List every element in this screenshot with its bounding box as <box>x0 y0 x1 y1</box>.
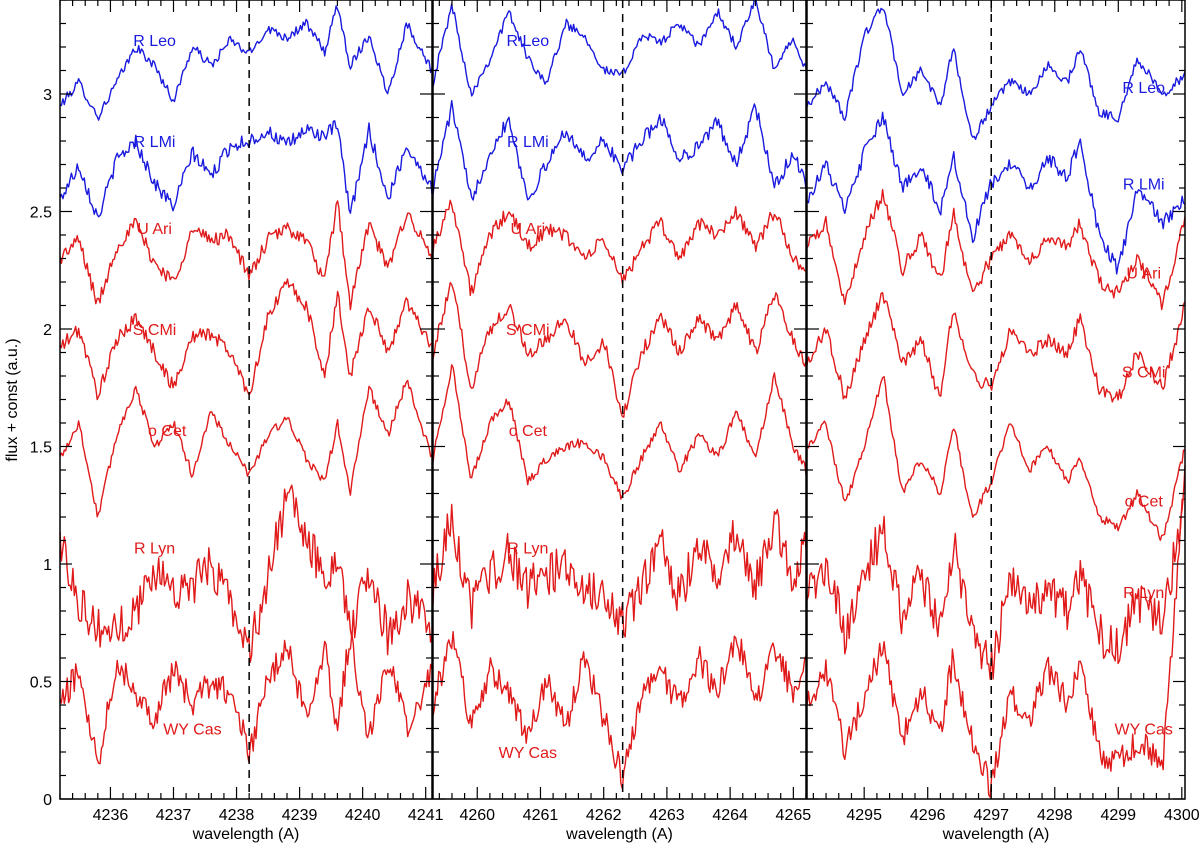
series-line-wy-cas <box>59 632 433 765</box>
series-line-r-lmi <box>432 100 807 201</box>
x-axis-label: wavelength (A) <box>192 826 300 843</box>
series-label: R LMi <box>507 134 549 151</box>
series-line-o-cet <box>432 364 807 500</box>
x-tick-label: 4240 <box>345 807 381 824</box>
series-line-r-lyn <box>59 484 433 663</box>
series-line-r-leo <box>432 0 807 97</box>
panel-3: R Leo R LMi U Ari S CMi o Cet R Lyn WY Cas 4295… <box>806 0 1200 843</box>
x-tick-label: 4236 <box>93 807 129 824</box>
series-line-s-cmi <box>59 278 433 401</box>
series-label: R Leo <box>133 33 176 50</box>
x-tick-label: 4298 <box>1037 807 1073 824</box>
x-tick-label: 4297 <box>973 807 1009 824</box>
panel-frame <box>806 0 1186 800</box>
series-label: R Leo <box>1122 80 1165 97</box>
series-label: R Leo <box>506 33 549 50</box>
series-label: S CMi <box>1122 364 1166 381</box>
x-tick-label: 4263 <box>649 807 685 824</box>
series-label: o Cet <box>1125 494 1164 511</box>
x-tick-label: 4265 <box>776 807 812 824</box>
y-tick-label: 2.5 <box>30 205 52 222</box>
series-label: U Ari <box>1126 266 1161 283</box>
x-tick-label: 4241 <box>408 807 444 824</box>
series-line-u-ari <box>432 199 807 297</box>
x-tick-label: 4295 <box>846 807 882 824</box>
series-label: o Cet <box>509 423 548 440</box>
series-label: o Cet <box>148 423 187 440</box>
x-tick-label: 4260 <box>459 807 495 824</box>
series-line-r-leo <box>806 7 1186 140</box>
series-line-r-lmi <box>59 120 433 218</box>
y-tick-label: 1 <box>43 557 52 574</box>
series-line-u-ari <box>806 188 1186 311</box>
series-label: WY Cas <box>1115 722 1173 739</box>
series-label: R Lyn <box>507 541 548 558</box>
series-line-s-cmi <box>806 292 1186 403</box>
x-tick-label: 4264 <box>712 807 748 824</box>
series-label: WY Cas <box>499 745 557 762</box>
x-tick-label: 4261 <box>523 807 559 824</box>
series-label: WY Cas <box>163 722 221 739</box>
y-tick-label: 2 <box>43 322 52 339</box>
series-line-o-cet <box>59 379 433 518</box>
series-line-s-cmi <box>432 282 807 418</box>
panel-2: R Leo R LMi U Ari S CMi o Cet R Lyn WY Cas 4260… <box>432 0 812 843</box>
y-tick-label: 0 <box>43 792 52 809</box>
series-label: S CMi <box>133 322 177 339</box>
x-tick-label: 4237 <box>156 807 192 824</box>
series-line-o-cet <box>806 376 1186 541</box>
x-axis-label: wavelength (A) <box>942 826 1050 843</box>
series-line-r-lmi <box>806 111 1186 275</box>
y-axis-label: flux + const (a.u.) <box>4 338 21 461</box>
series-line-r-lyn <box>432 503 807 638</box>
x-tick-label: 4238 <box>219 807 255 824</box>
series-line-r-lyn <box>806 498 1185 680</box>
x-tick-label: 4300 <box>1164 807 1200 824</box>
y-tick-label: 3 <box>43 87 52 104</box>
series-line-u-ari <box>59 200 433 311</box>
series-label: R LMi <box>1123 176 1165 193</box>
x-tick-label: 4239 <box>282 807 318 824</box>
series-label: U Ari <box>137 221 172 238</box>
panels-group: R Leo R LMi U Ari S CMi o Cet R Lyn WY Cas 4236… <box>30 0 1200 843</box>
y-tick-label: 0.5 <box>30 675 52 692</box>
series-label: R Lyn <box>1123 585 1164 602</box>
series-line-wy-cas <box>806 465 1186 798</box>
series-label: R LMi <box>134 134 176 151</box>
x-axis-label: wavelength (A) <box>565 826 673 843</box>
panel-1: R Leo R LMi U Ari S CMi o Cet R Lyn WY Cas 4236… <box>59 0 444 843</box>
x-tick-label: 4296 <box>910 807 946 824</box>
y-tick-label: 1.5 <box>30 440 52 457</box>
x-tick-label: 4299 <box>1100 807 1136 824</box>
series-line-wy-cas <box>432 631 807 790</box>
x-tick-label: 4262 <box>586 807 622 824</box>
series-label: R Lyn <box>134 541 175 558</box>
series-label: S CMi <box>506 322 550 339</box>
series-line-r-leo <box>59 5 433 121</box>
series-label: U Ari <box>510 221 545 238</box>
